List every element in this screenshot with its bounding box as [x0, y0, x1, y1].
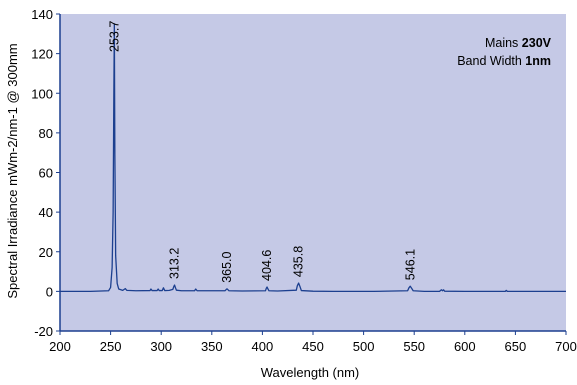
- peak-label: 404.6: [260, 250, 274, 281]
- peak-label: 313.2: [168, 248, 182, 279]
- peak-label: 435.8: [292, 246, 306, 277]
- y-tick-label: 40: [39, 205, 53, 220]
- x-tick-label: 550: [403, 339, 425, 354]
- bandwidth-value: 1nm: [525, 54, 551, 68]
- bandwidth-prefix: Band Width: [457, 54, 525, 68]
- y-tick-label: 60: [39, 166, 53, 181]
- y-tick-label: 80: [39, 126, 53, 141]
- peak-label: 253.7: [107, 21, 121, 52]
- x-tick-label: 400: [252, 339, 274, 354]
- y-tick-label: 20: [39, 245, 53, 260]
- x-tick-label: 300: [150, 339, 172, 354]
- y-tick-label: 120: [31, 47, 53, 62]
- peak-label: 546.1: [403, 249, 417, 280]
- x-tick-label: 700: [555, 339, 577, 354]
- y-axis-title: Spectral Irradiance mWm-2/nm-1 @ 300mm: [5, 43, 20, 298]
- y-tick-label: 0: [46, 284, 53, 299]
- y-tick-label: -20: [34, 324, 53, 339]
- mains-value: 230V: [522, 36, 552, 50]
- x-tick-label: 250: [100, 339, 122, 354]
- spectrum-line: [60, 23, 566, 293]
- x-tick-label: 500: [353, 339, 375, 354]
- peak-label: 365.0: [220, 251, 234, 282]
- x-tick-label: 450: [302, 339, 324, 354]
- y-tick-label: 100: [31, 86, 53, 101]
- x-tick-label: 600: [454, 339, 476, 354]
- series-layer: [60, 23, 566, 293]
- x-tick-label: 350: [201, 339, 223, 354]
- x-axis-title: Wavelength (nm): [261, 365, 360, 380]
- bandwidth-annotation: Band Width 1nm: [457, 54, 551, 68]
- x-tick-label: 200: [49, 339, 71, 354]
- y-tick-label: 140: [31, 7, 53, 22]
- mains-annotation: Mains 230V: [485, 36, 552, 50]
- plot-area: [60, 14, 566, 331]
- x-tick-label: 650: [505, 339, 527, 354]
- mains-prefix: Mains: [485, 36, 522, 50]
- axis-layer: -20 0 20 40 60 80 100 120 140 200 250 300 350 400 450 5…: [31, 7, 577, 354]
- peak-label-layer: 253.7 313.2 365.0 404.6 435.8 546.1: [107, 21, 417, 283]
